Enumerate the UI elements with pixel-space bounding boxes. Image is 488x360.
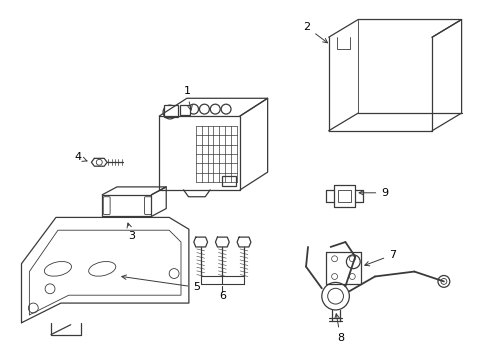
FancyBboxPatch shape [103,197,110,215]
Text: 8: 8 [334,314,344,342]
Ellipse shape [88,261,116,276]
Ellipse shape [44,261,71,276]
FancyBboxPatch shape [164,105,178,117]
Bar [337,190,350,202]
FancyBboxPatch shape [144,197,151,215]
FancyBboxPatch shape [180,105,189,115]
Text: 6: 6 [219,291,225,301]
Text: 9: 9 [358,188,387,198]
Text: 5: 5 [122,275,200,292]
Text: 1: 1 [183,86,192,110]
Text: 3: 3 [127,223,135,241]
Bar [222,176,236,186]
Text: 7: 7 [364,250,395,266]
Text: 4: 4 [74,152,87,162]
Text: 2: 2 [303,22,327,43]
